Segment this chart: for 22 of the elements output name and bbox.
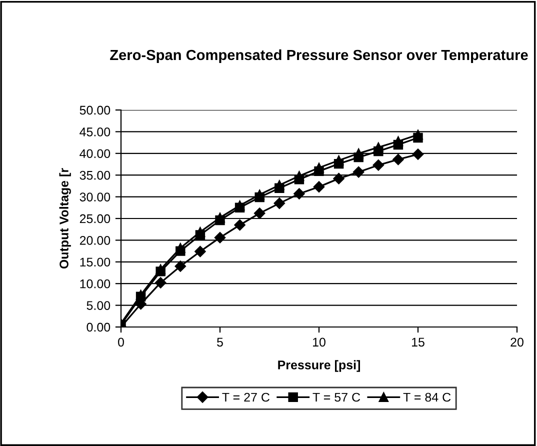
- y-tick-label: 20.00: [80, 236, 110, 245]
- legend-label: T = 84 C: [403, 392, 451, 402]
- y-tick-label: 25.00: [80, 214, 110, 224]
- x-axis-title: Pressure [psi]: [278, 360, 360, 372]
- x-tick-label: 20: [510, 338, 524, 347]
- y-tick-label: 40.00: [80, 149, 110, 158]
- y-tick-label: 50.00: [80, 106, 110, 115]
- chart-title: Zero-Span Compensated Pressure Sensor over Temperature: [110, 49, 528, 64]
- y-tick-label: 5.00: [86, 301, 110, 310]
- x-tick-label: 15: [412, 338, 424, 347]
- legend-label: T = 57 C: [312, 392, 360, 402]
- y-tick-label: 10.00: [80, 279, 110, 288]
- y-tick-label: 30.00: [80, 192, 110, 202]
- x-tick-label: 5: [217, 338, 223, 347]
- y-tick-label: 0.00: [86, 322, 110, 332]
- legend-label: T = 27 C: [222, 392, 270, 402]
- y-tick-label: 35.00: [80, 170, 110, 180]
- y-tick-label: 45.00: [80, 128, 110, 136]
- x-tick-label: 10: [313, 338, 326, 347]
- x-tick-label: 0: [118, 338, 124, 347]
- y-tick-label: 15.00: [80, 258, 110, 267]
- y-axis-title: Output Voltage [r: [59, 168, 71, 269]
